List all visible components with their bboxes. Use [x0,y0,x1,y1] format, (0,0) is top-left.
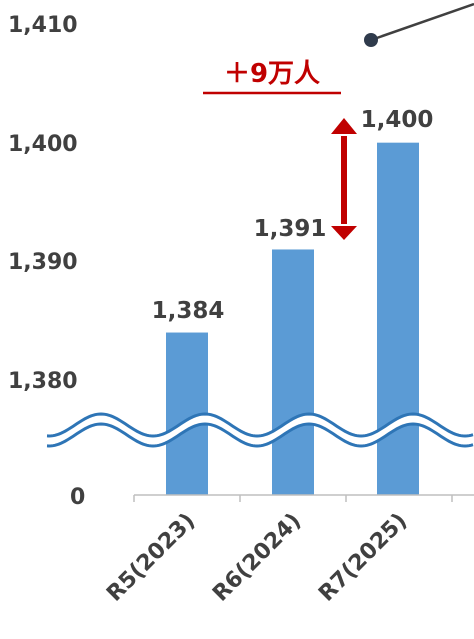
bar [377,142,419,495]
x-category-label: R5(2023) [102,509,200,607]
bar [272,249,314,495]
y-tick-label: 1,410 [8,13,78,38]
y-tick-label: 0 [70,485,85,510]
axis-break-wave [46,412,474,448]
x-category-label: R6(2024) [208,509,306,607]
callout-line [364,2,474,47]
increase-annotation: ＋9万人 [224,59,320,89]
y-tick-label: 1,380 [8,369,78,394]
data-label: 1,391 [254,216,327,242]
x-axis [133,494,474,502]
x-category-label: R7(2025) [314,509,412,607]
y-tick-label: 1,400 [8,132,78,157]
double-arrow-icon [331,118,357,240]
data-label: 1,384 [152,298,225,324]
data-label: 1,400 [361,107,434,133]
bars-group [166,142,419,495]
y-tick-label: 1,390 [8,250,78,275]
